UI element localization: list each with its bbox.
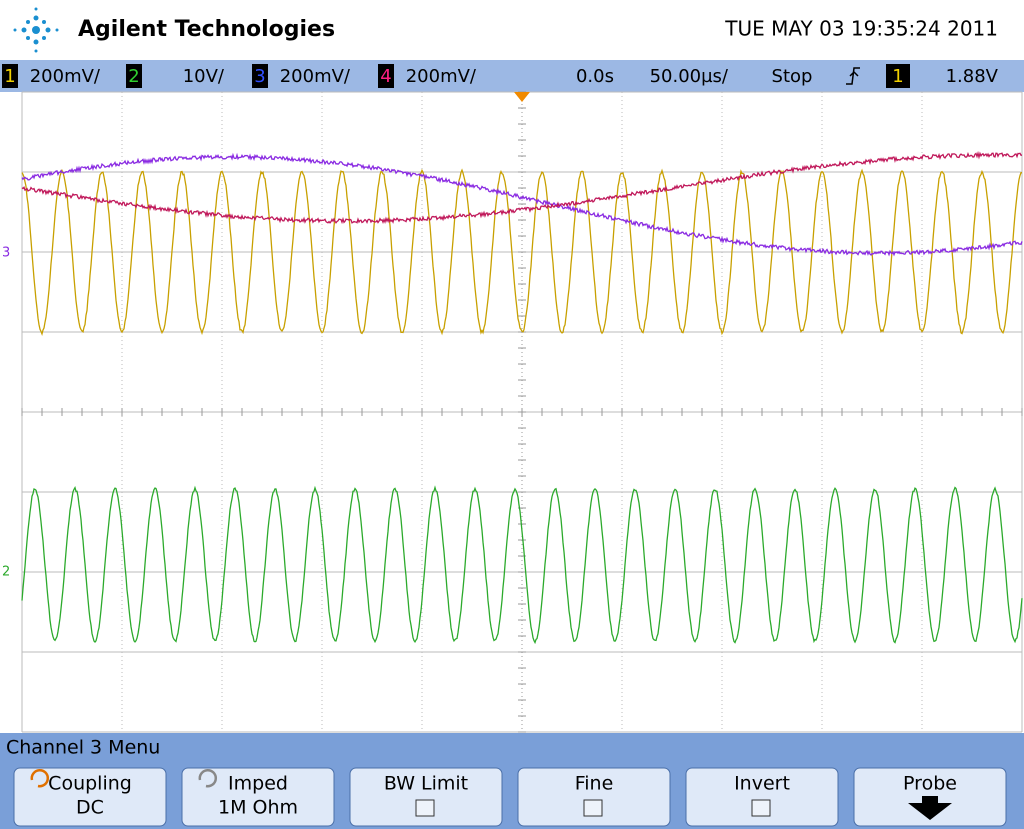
softkey-value: 1M Ohm bbox=[218, 797, 298, 819]
marker-ch2: 2 bbox=[2, 565, 10, 580]
timebase: 50.00µs/ bbox=[650, 66, 729, 87]
channel-number: 4 bbox=[380, 66, 391, 87]
delay: 0.0s bbox=[576, 66, 614, 87]
channel-scale: 200mV/ bbox=[280, 66, 351, 87]
status-bar bbox=[0, 60, 1024, 92]
menu-title: Channel 3 Menu bbox=[6, 737, 160, 759]
checkbox bbox=[584, 800, 602, 816]
datetime: TUE MAY 03 19:35:24 2011 bbox=[724, 17, 998, 41]
trigger-channel: 1 bbox=[892, 66, 903, 87]
softkey-label: Imped bbox=[228, 773, 288, 795]
softkey-label: Fine bbox=[575, 773, 614, 795]
run-state: Stop bbox=[772, 66, 813, 87]
softkey-label: Probe bbox=[903, 773, 957, 795]
trigger-level: 1.88V bbox=[946, 66, 999, 87]
softkey-label: Coupling bbox=[48, 773, 132, 795]
softkey-label: BW Limit bbox=[384, 773, 468, 795]
checkbox bbox=[416, 800, 434, 816]
channel-scale: 200mV/ bbox=[30, 66, 101, 87]
brand: Agilent Technologies bbox=[78, 17, 335, 42]
marker-ch3: 3 bbox=[2, 246, 10, 261]
channel-number: 2 bbox=[128, 66, 139, 87]
channel-scale: 10V/ bbox=[183, 66, 225, 87]
scope-screen: Agilent Technologies TUE MAY 03 19:35:24… bbox=[0, 0, 1024, 829]
checkbox bbox=[752, 800, 770, 816]
channel-scale: 200mV/ bbox=[406, 66, 477, 87]
softkey-label: Invert bbox=[734, 773, 790, 795]
channel-number: 1 bbox=[4, 66, 15, 87]
softkey-value: DC bbox=[76, 797, 104, 819]
channel-number: 3 bbox=[254, 66, 265, 87]
